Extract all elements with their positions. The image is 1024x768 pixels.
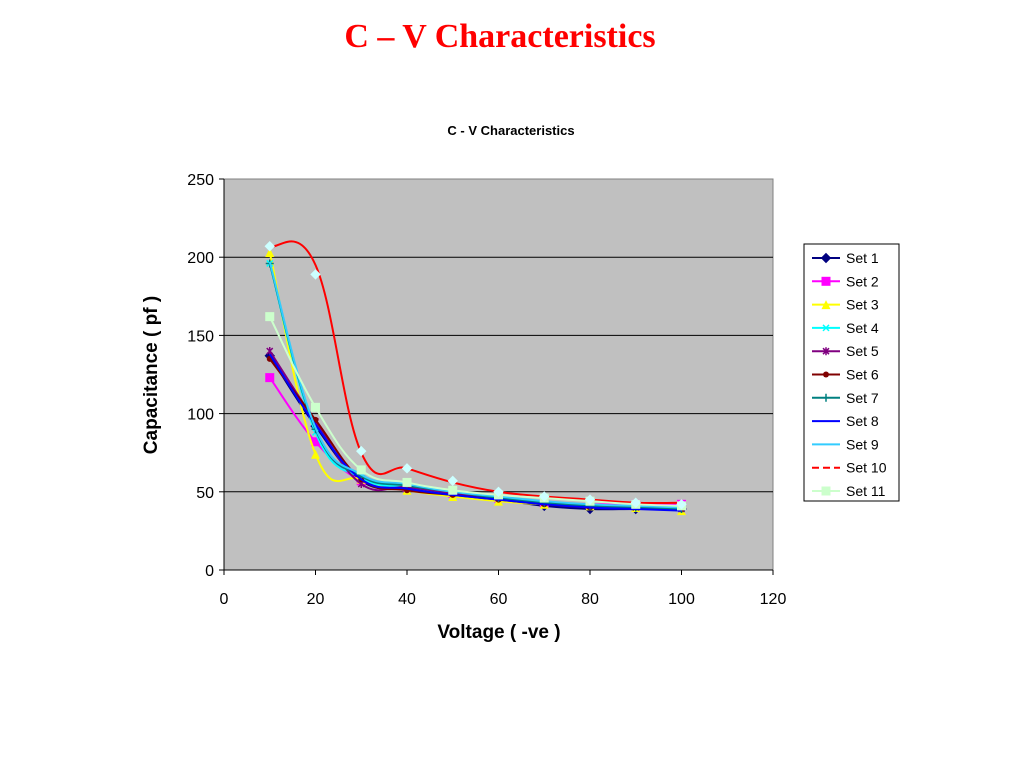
chart-title: C - V Characteristics [447,123,574,138]
extra-point [584,494,596,505]
legend-label: Set 6 [846,367,879,383]
legend-marker [822,347,830,356]
extra-point [356,445,367,457]
legend-label: Set 4 [846,320,879,336]
legend-label: Set 5 [846,343,879,359]
x-tick-label: 40 [398,591,416,608]
legend-label: Set 2 [846,273,879,289]
series-point-11 [265,312,275,322]
y-tick-label: 50 [196,485,214,502]
series-point-2 [265,373,275,383]
series-line-8 [268,353,682,512]
y-tick-label: 150 [187,328,214,345]
legend-label: Set 11 [846,483,886,499]
series-line-11 [268,316,682,507]
legend-marker [820,252,832,264]
slide-title: C – V Characteristics [344,18,656,55]
y-axis-label: Capacitance ( pf ) [141,296,162,454]
extra-point [264,241,275,252]
legend-marker [822,324,830,332]
extra-point [676,499,687,510]
x-axis-label: Voltage ( -ve ) [437,622,560,643]
series-point-11 [311,402,320,412]
y-tick-label: 0 [205,563,214,580]
legend-label: Set 10 [846,460,887,476]
legend-label: Set 8 [846,413,879,429]
legend-marker [821,276,831,286]
extra-point [630,497,641,508]
legend-box [803,243,900,502]
extra-point [539,491,550,502]
x-tick-label: 80 [581,591,599,608]
extra-point [401,463,413,474]
x-tick-label: 120 [760,591,787,608]
plot-area [223,178,774,571]
x-tick-label: 100 [668,591,695,608]
extra-point [493,486,504,498]
series-point-5 [266,347,274,356]
y-tick-label: 100 [187,407,214,424]
legend-marker [822,393,830,402]
series-point-3 [311,449,320,459]
y-tick-label: 200 [187,250,214,267]
legend-marker [821,300,831,310]
legend-marker [821,486,831,496]
legend-label: Set 3 [846,297,879,313]
legend-label: Set 1 [846,250,879,266]
legend-label: Set 7 [846,390,879,406]
series-point-2 [311,437,320,447]
series-point-11 [448,485,458,495]
x-tick-label: 0 [220,591,229,608]
legend-marker [823,371,829,378]
extra-point [447,475,458,487]
legend-label: Set 9 [846,436,879,452]
series-point-3 [265,248,275,258]
x-tick-label: 20 [307,591,325,608]
series-point-11 [356,465,366,475]
extra-point [310,269,321,280]
y-tick-label: 250 [187,172,214,189]
series-point-11 [402,477,412,487]
x-tick-label: 60 [490,591,508,608]
